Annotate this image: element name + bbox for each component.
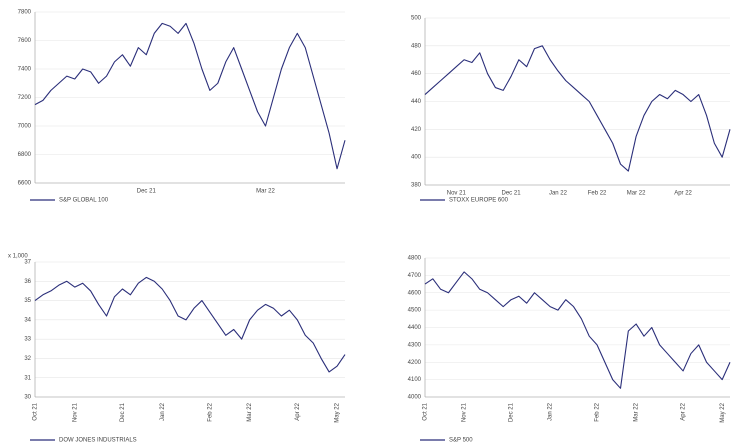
- y-tick-label: 7000: [18, 124, 32, 130]
- x-tick-label: Feb 22: [588, 191, 607, 197]
- y-tick-label: 37: [24, 260, 31, 266]
- x-tick-label: Feb 22: [207, 402, 213, 421]
- x-tick-label: Dec 21: [120, 402, 126, 422]
- y-tick-label: 4100: [408, 377, 422, 383]
- y-tick-label: 32: [24, 356, 31, 362]
- y-tick-label: 34: [24, 317, 31, 323]
- y-tick-label: 440: [411, 99, 422, 105]
- x-tick-label: Dec 21: [137, 189, 157, 195]
- y-tick-label: 4000: [408, 395, 422, 401]
- x-tick-label: May 22: [335, 402, 341, 422]
- y-tick-label: 7600: [18, 38, 32, 44]
- x-tick-label: Jan 22: [549, 191, 568, 197]
- x-tick-label: Mar 22: [634, 402, 640, 421]
- y-tick-label: 4800: [408, 256, 422, 262]
- y-tick-label: 480: [411, 43, 422, 49]
- y-tick-label: 400: [411, 155, 422, 161]
- series-line: [424, 271, 731, 389]
- series-line: [424, 45, 731, 172]
- y-tick-label: 4300: [408, 342, 422, 348]
- legend-label: S&P GLOBAL 100: [59, 198, 109, 204]
- y-unit-label: x 1,000: [8, 254, 28, 260]
- x-tick-label: Oct 21: [33, 402, 39, 420]
- y-tick-label: 4500: [408, 308, 422, 314]
- x-tick-label: Mar 22: [627, 191, 646, 197]
- y-tick-label: 4400: [408, 325, 422, 331]
- x-tick-label: Nov 21: [72, 402, 78, 422]
- y-tick-label: 7800: [18, 10, 32, 16]
- y-tick-label: 36: [24, 279, 31, 285]
- x-tick-label: Apr 22: [681, 402, 687, 420]
- y-tick-label: 33: [24, 337, 31, 343]
- y-tick-label: 4600: [408, 290, 422, 296]
- y-tick-label: 380: [411, 183, 422, 189]
- series-line: [34, 276, 346, 373]
- y-tick-label: 6800: [18, 152, 32, 158]
- y-tick-label: 30: [24, 395, 31, 401]
- y-tick-label: 4200: [408, 360, 422, 366]
- y-tick-label: 7200: [18, 95, 32, 101]
- x-tick-label: Jan 22: [548, 402, 554, 421]
- x-tick-label: Jan 22: [160, 402, 166, 421]
- x-tick-label: Dec 21: [502, 191, 522, 197]
- x-tick-label: Mar 22: [256, 189, 275, 195]
- y-tick-label: 500: [411, 16, 422, 22]
- x-tick-label: May 22: [720, 402, 726, 422]
- x-tick-label: Nov 21: [447, 191, 467, 197]
- x-tick-label: Dec 21: [509, 402, 515, 422]
- legend-label: DOW JONES INDUSTRIALS: [59, 438, 137, 444]
- y-tick-label: 31: [24, 375, 31, 381]
- x-tick-label: Apr 22: [295, 402, 301, 420]
- y-tick-label: 6600: [18, 181, 32, 187]
- x-tick-label: Apr 22: [674, 191, 692, 197]
- x-tick-label: Mar 22: [247, 402, 253, 421]
- x-tick-label: Feb 22: [595, 402, 601, 421]
- legend-label: S&P 500: [449, 438, 473, 444]
- legend-label: STOXX EUROPE 600: [449, 198, 509, 204]
- y-tick-label: 35: [24, 298, 31, 304]
- series-line: [34, 22, 346, 170]
- y-tick-label: 4700: [408, 273, 422, 279]
- y-tick-label: 420: [411, 127, 422, 133]
- x-tick-label: Oct 21: [423, 402, 429, 420]
- x-tick-label: Nov 21: [462, 402, 468, 422]
- y-tick-label: 7400: [18, 67, 32, 73]
- y-tick-label: 460: [411, 71, 422, 77]
